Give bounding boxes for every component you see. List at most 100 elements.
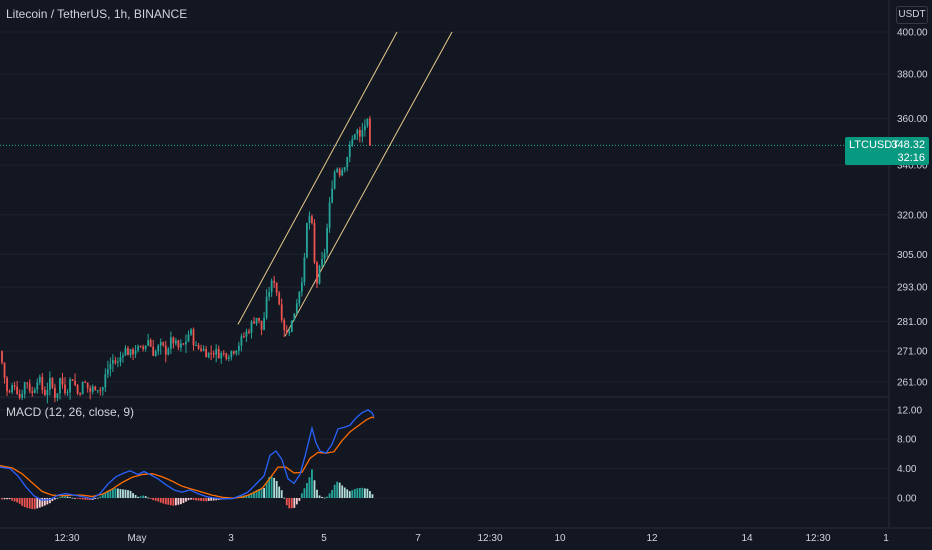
histogram-bar [187,498,190,501]
macd-line [0,409,375,501]
histogram-bar [127,490,129,498]
candle-body [366,118,369,126]
candle-body [41,376,44,390]
histogram-bar [106,490,109,498]
candle-body [74,380,76,386]
candle-body [96,390,99,392]
candle-body [323,253,326,260]
histogram-bar [358,487,361,498]
candle-body [18,393,21,398]
candle-body [250,321,253,333]
candle-body [157,345,160,352]
histogram-bar [351,490,354,498]
candle-body [263,317,265,330]
candle-body [89,388,92,392]
histogram-bar [177,498,180,505]
candle-body [333,172,336,189]
candle-body [54,387,56,398]
price-tick-label: 271.00 [897,347,928,358]
histogram-bar [255,490,258,498]
histogram-bar [293,498,296,508]
histogram-bar [132,493,134,498]
histogram-bar [3,498,6,500]
candle-body [86,382,89,389]
histogram-bar [275,481,278,498]
candle-body [31,391,34,393]
price-tick-label: 293.00 [897,283,928,294]
candle-body [132,349,134,355]
histogram-bar [137,496,139,498]
candle-body [273,280,276,283]
histogram-bar [333,484,336,498]
histogram-bar [172,498,175,506]
macd-indicator-title[interactable]: MACD (12, 26, close, 9) [6,405,135,419]
candle-body [91,386,94,392]
candle-body [81,381,84,395]
histogram-bar [331,489,334,498]
histogram-bar [33,498,36,510]
candle-body [361,130,364,137]
currency-unit-button[interactable]: USDT [896,6,928,24]
histogram-bar [321,496,323,498]
candle-body [61,378,64,385]
histogram-bar [1,498,3,500]
candle-body [185,341,187,345]
candle-body [177,340,180,348]
candle-body [336,168,339,173]
candle-body [288,331,291,333]
candle-body [230,351,233,358]
candle-body [190,329,192,335]
histogram-bar [290,498,293,509]
price-tick-label: 360.00 [897,114,928,125]
histogram-bar [71,497,74,499]
histogram-bar [338,482,341,498]
candle-body [192,329,195,346]
histogram-bar [157,498,160,502]
histogram-bar [311,469,313,498]
histogram-bar [96,497,99,499]
time-tick-label: 1 [883,533,889,544]
candle-body [245,331,248,337]
histogram-bar [81,498,84,500]
candle-body [169,337,172,349]
candle-body [343,167,346,171]
candle-body [303,257,306,283]
candle-body [285,330,288,333]
candle-body [212,353,215,355]
candle-body [139,345,142,347]
histogram-bar [124,489,127,498]
candle-body [3,362,6,378]
candle-body [6,377,8,392]
candle-body [46,389,49,396]
histogram-bar [366,488,369,498]
histogram-bar [64,496,66,498]
candle-body [23,382,26,395]
candle-body [64,384,66,394]
histogram-bar [129,490,132,498]
histogram-bar [273,477,276,498]
candle-body [111,360,114,364]
candle-body [84,381,87,383]
candle-body [69,379,71,393]
candle-body [79,393,82,395]
histogram-bar [306,483,308,498]
candle-body [326,227,328,254]
candle-body [338,168,341,176]
candle-body [114,360,117,363]
histogram-bar [263,487,265,498]
histogram-bar [341,485,344,498]
histogram-bar [182,498,185,504]
channel-line [284,31,453,337]
histogram-bar [169,498,172,506]
candle-body [174,340,177,344]
histogram-bar [86,498,89,500]
histogram-bar [323,497,326,499]
histogram-bar [258,488,260,498]
histogram-bar [149,498,152,500]
histogram-bar [300,493,303,498]
trend-channel [237,31,453,337]
histogram-bar [119,489,122,498]
histogram-bar [114,488,117,498]
histogram-bar [180,498,182,505]
